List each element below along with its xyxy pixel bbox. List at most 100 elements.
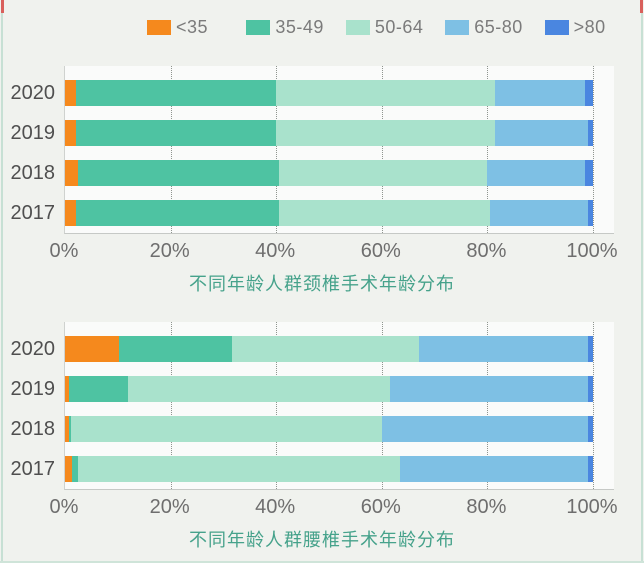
legend-label: >80 <box>573 16 606 37</box>
bar-segment-age-50-64 <box>276 120 496 146</box>
bar-segment-age-35-49 <box>75 120 277 146</box>
gridline-100 <box>593 322 594 489</box>
legend-item-age-50-64: 50-64 <box>345 16 445 38</box>
bar-segment-over-80 <box>587 376 593 402</box>
bar-segment-age-65-80 <box>381 416 588 442</box>
bar-segment-under-35 <box>65 120 76 146</box>
chart-body: 2020 2019 2018 2017 <box>0 322 644 490</box>
x-tick-label: 0% <box>49 240 79 262</box>
x-tick-label: 40% <box>255 496 296 518</box>
y-axis-labels: 2020 2019 2018 2017 <box>0 66 64 234</box>
bar-segment-age-65-80 <box>490 200 588 226</box>
bar-segment-age-50-64 <box>128 376 390 402</box>
gridline-100 <box>593 66 594 233</box>
bottom-border-decoration <box>0 561 644 563</box>
bar-rows <box>65 336 593 482</box>
bar-track <box>65 456 593 482</box>
year-label: 2020 <box>10 338 56 360</box>
year-label: 2020 <box>10 82 56 104</box>
bar-segment-age-65-80 <box>418 336 588 362</box>
x-tick-label: 100% <box>566 240 618 262</box>
bar-segment-age-65-80 <box>487 160 586 186</box>
bar-segment-over-80 <box>587 336 593 362</box>
x-tick-label: 20% <box>149 496 190 518</box>
x-tick-label: 60% <box>360 240 401 262</box>
lumbar-surgery-chart: 2020 2019 2018 2017 0% 20% 40% 60% 80% 100% 不同年龄… <box>0 322 644 552</box>
year-label: 2019 <box>10 378 56 400</box>
bar-track <box>65 200 593 226</box>
bar-segment-over-80 <box>587 416 593 442</box>
bar-row-2017 <box>65 456 593 482</box>
bar-segment-age-35-49 <box>72 456 79 482</box>
year-label: 2019 <box>10 122 56 144</box>
bar-row-2019 <box>65 376 593 402</box>
bar-segment-age-50-64 <box>278 160 488 186</box>
x-tick-label: 60% <box>360 496 401 518</box>
x-axis: 0% 20% 40% 60% 80% 100% <box>50 496 618 522</box>
legend-label: <35 <box>176 16 209 37</box>
bar-segment-age-50-64 <box>276 80 496 106</box>
legend-label: 65-80 <box>474 16 523 37</box>
legend-swatch-icon <box>445 19 470 35</box>
legend-item-under-35: <35 <box>147 17 246 38</box>
bar-row-2020 <box>65 336 593 362</box>
bar-segment-age-65-80 <box>400 456 588 482</box>
bar-segment-age-50-64 <box>232 336 419 362</box>
legend-item-age-65-80: 65-80 <box>445 17 544 38</box>
x-tick-label: 80% <box>466 240 507 262</box>
x-tick-label: 80% <box>466 496 507 518</box>
legend-swatch-icon <box>544 19 569 35</box>
year-label: 2017 <box>10 458 56 480</box>
bar-segment-age-65-80 <box>495 120 588 146</box>
x-tick-label: 0% <box>49 496 79 518</box>
bar-segment-over-80 <box>585 160 593 186</box>
bar-segment-over-80 <box>587 120 593 146</box>
y-axis-labels: 2020 2019 2018 2017 <box>0 322 64 490</box>
year-label: 2017 <box>10 202 56 224</box>
bar-segment-age-35-49 <box>69 416 71 442</box>
legend-swatch-icon <box>246 19 271 35</box>
bar-track <box>65 376 593 402</box>
bar-row-2017 <box>65 200 593 226</box>
bar-row-2020 <box>65 80 593 106</box>
bar-track <box>65 416 593 442</box>
bar-segment-under-35 <box>65 80 76 106</box>
x-tick-label: 20% <box>149 240 190 262</box>
bar-track <box>65 80 593 106</box>
cervical-chart-title: 不同年龄人群颈椎手术年龄分布 <box>189 274 455 294</box>
chart-legend: <35 35-49 50-64 65-80 >80 <box>0 14 644 40</box>
legend-swatch-icon <box>345 19 370 35</box>
bar-segment-age-50-64 <box>70 416 382 442</box>
bar-segment-age-35-49 <box>75 80 277 106</box>
bar-track <box>65 336 593 362</box>
bar-segment-age-50-64 <box>278 200 490 226</box>
legend-item-age-35-49: 35-49 <box>246 17 345 38</box>
bar-row-2019 <box>65 120 593 146</box>
lumbar-chart-title: 不同年龄人群腰椎手术年龄分布 <box>189 530 455 550</box>
x-axis: 0% 20% 40% 60% 80% 100% <box>50 240 618 266</box>
bar-track <box>65 120 593 146</box>
bar-segment-over-80 <box>587 200 593 226</box>
bar-segment-under-35 <box>65 160 79 186</box>
right-border-decoration <box>641 0 643 563</box>
legend-swatch-icon <box>147 19 171 35</box>
bar-segment-under-35 <box>65 456 73 482</box>
bar-segment-under-35 <box>65 200 76 226</box>
plot-area <box>64 66 614 234</box>
bar-segment-age-35-49 <box>69 376 129 402</box>
bar-segment-age-35-49 <box>119 336 233 362</box>
chart-body: 2020 2019 2018 2017 <box>0 66 644 234</box>
x-tick-label: 100% <box>566 496 618 518</box>
bar-segment-age-50-64 <box>78 456 401 482</box>
corner-mark-right <box>640 0 643 13</box>
legend-label: 50-64 <box>374 16 424 37</box>
bar-segment-over-80 <box>587 456 593 482</box>
left-border-decoration <box>1 0 3 563</box>
bar-segment-under-35 <box>65 416 70 442</box>
year-label: 2018 <box>10 418 56 440</box>
x-tick-label: 40% <box>255 240 296 262</box>
bar-track <box>65 160 593 186</box>
bar-segment-age-35-49 <box>75 200 279 226</box>
bar-segment-age-65-80 <box>495 80 586 106</box>
